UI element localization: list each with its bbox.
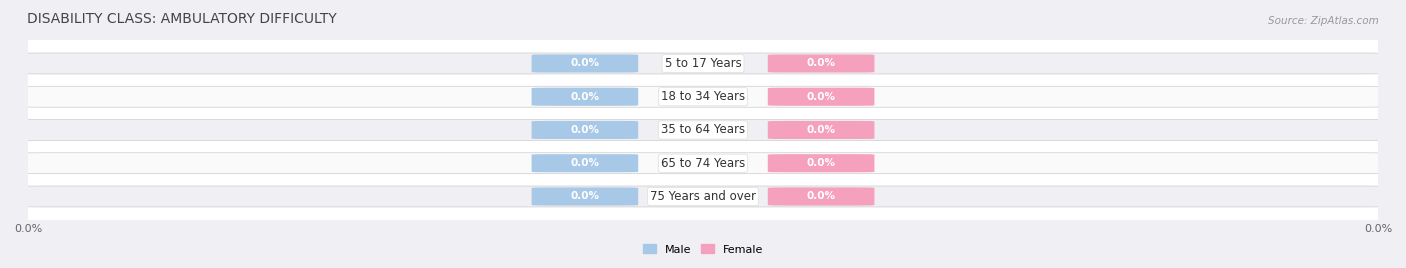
Text: 0.0%: 0.0%: [807, 158, 835, 168]
FancyBboxPatch shape: [531, 154, 638, 172]
Text: 0.0%: 0.0%: [571, 92, 599, 102]
Text: 0.0%: 0.0%: [807, 92, 835, 102]
FancyBboxPatch shape: [768, 154, 875, 172]
FancyBboxPatch shape: [21, 86, 1385, 107]
Text: 0.0%: 0.0%: [807, 58, 835, 69]
FancyBboxPatch shape: [21, 53, 1385, 74]
FancyBboxPatch shape: [768, 187, 875, 206]
FancyBboxPatch shape: [21, 153, 1385, 174]
Text: 75 Years and over: 75 Years and over: [650, 190, 756, 203]
Text: 0.0%: 0.0%: [571, 191, 599, 202]
Text: 0.0%: 0.0%: [571, 158, 599, 168]
FancyBboxPatch shape: [768, 88, 875, 106]
FancyBboxPatch shape: [531, 88, 638, 106]
FancyBboxPatch shape: [768, 121, 875, 139]
Text: 0.0%: 0.0%: [807, 191, 835, 202]
FancyBboxPatch shape: [531, 54, 638, 73]
FancyBboxPatch shape: [531, 187, 638, 206]
Text: 65 to 74 Years: 65 to 74 Years: [661, 157, 745, 170]
Text: DISABILITY CLASS: AMBULATORY DIFFICULTY: DISABILITY CLASS: AMBULATORY DIFFICULTY: [27, 12, 336, 26]
FancyBboxPatch shape: [21, 186, 1385, 207]
Text: 0.0%: 0.0%: [571, 125, 599, 135]
FancyBboxPatch shape: [768, 54, 875, 73]
Text: 35 to 64 Years: 35 to 64 Years: [661, 124, 745, 136]
Text: 0.0%: 0.0%: [807, 125, 835, 135]
Legend: Male, Female: Male, Female: [638, 240, 768, 259]
Text: Source: ZipAtlas.com: Source: ZipAtlas.com: [1268, 16, 1379, 26]
FancyBboxPatch shape: [21, 120, 1385, 140]
Text: 18 to 34 Years: 18 to 34 Years: [661, 90, 745, 103]
Text: 0.0%: 0.0%: [571, 58, 599, 69]
FancyBboxPatch shape: [531, 121, 638, 139]
Text: 5 to 17 Years: 5 to 17 Years: [665, 57, 741, 70]
